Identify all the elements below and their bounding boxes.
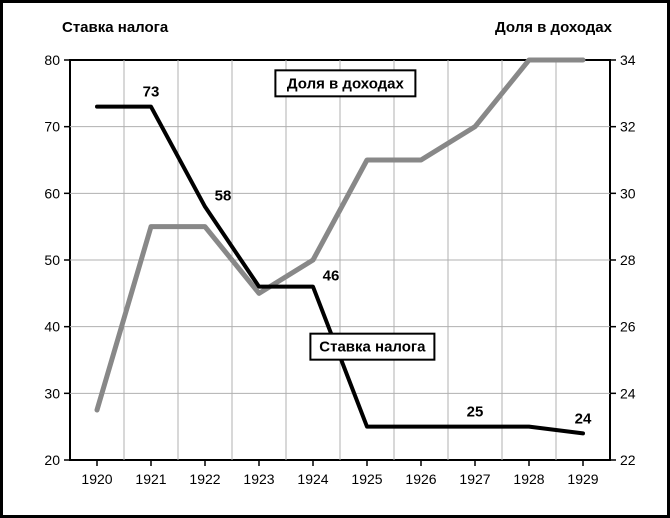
x-tick-label: 1920 bbox=[81, 471, 112, 487]
y-right-tick-label: 30 bbox=[620, 185, 636, 201]
x-tick-label: 1922 bbox=[189, 471, 220, 487]
x-tick-label: 1926 bbox=[405, 471, 436, 487]
y-left-tick-label: 70 bbox=[44, 119, 60, 135]
data-point-label: 46 bbox=[323, 268, 340, 285]
data-point-label: 58 bbox=[215, 188, 232, 205]
x-tick-label: 1921 bbox=[135, 471, 166, 487]
y-left-tick-label: 20 bbox=[44, 452, 60, 468]
x-tick-label: 1923 bbox=[243, 471, 274, 487]
y-left-tick-label: 30 bbox=[44, 385, 60, 401]
x-tick-label: 1928 bbox=[513, 471, 544, 487]
y-right-tick-label: 24 bbox=[620, 385, 636, 401]
data-point-label: 25 bbox=[467, 404, 484, 421]
y-right-title: Доля в доходах bbox=[495, 19, 613, 36]
y-right-tick-label: 34 bbox=[620, 52, 636, 68]
legend-label: Доля в доходах bbox=[287, 75, 405, 92]
y-right-tick-label: 22 bbox=[620, 452, 636, 468]
y-left-tick-label: 60 bbox=[44, 185, 60, 201]
legend-label: Ставка налога bbox=[319, 339, 426, 356]
y-left-tick-label: 40 bbox=[44, 319, 60, 335]
data-point-label: 24 bbox=[575, 410, 592, 427]
x-tick-label: 1924 bbox=[297, 471, 328, 487]
y-right-tick-label: 26 bbox=[620, 319, 636, 335]
y-right-tick-label: 28 bbox=[620, 252, 636, 268]
y-left-tick-label: 80 bbox=[44, 52, 60, 68]
x-tick-label: 1927 bbox=[459, 471, 490, 487]
y-right-tick-label: 32 bbox=[620, 119, 636, 135]
chart-svg: Ставка налога Доля в доходах 20 30 40 50 60 70 8… bbox=[0, 0, 670, 518]
y-left-title: Ставка налога bbox=[62, 19, 169, 36]
y-left-tick-label: 50 bbox=[44, 252, 60, 268]
x-tick-label: 1925 bbox=[351, 471, 382, 487]
x-tick-label: 1929 bbox=[567, 471, 598, 487]
data-point-label: 73 bbox=[143, 84, 160, 101]
chart-container: Ставка налога Доля в доходах 20 30 40 50 60 70 8… bbox=[0, 0, 670, 518]
